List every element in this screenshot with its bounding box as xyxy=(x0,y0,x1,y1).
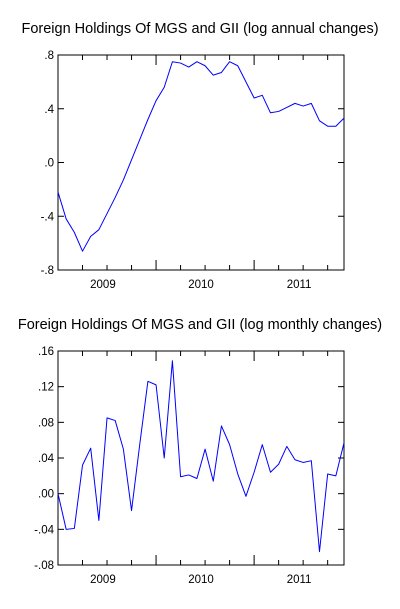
data-point xyxy=(98,520,99,521)
data-point xyxy=(311,460,312,461)
y-tick-label: .08 xyxy=(38,417,54,429)
data-point xyxy=(115,197,116,198)
data-point xyxy=(188,66,189,67)
y-tick-label: .8 xyxy=(44,50,54,62)
y-tick-label: .12 xyxy=(38,382,54,394)
data-point xyxy=(221,425,222,426)
data-point xyxy=(196,478,197,479)
data-point xyxy=(180,476,181,477)
x-tick-label: 2009 xyxy=(90,574,116,586)
data-point xyxy=(204,65,205,66)
data-point xyxy=(139,139,140,140)
x-tick-label: 2010 xyxy=(188,574,214,586)
data-point xyxy=(221,72,222,73)
data-point xyxy=(319,120,320,121)
data-point xyxy=(147,119,148,120)
data-point xyxy=(90,236,91,237)
data-point xyxy=(335,475,336,476)
y-tick-label: -.04 xyxy=(34,524,54,536)
data-point xyxy=(90,448,91,449)
data-point xyxy=(131,510,132,511)
data-point xyxy=(270,112,271,113)
data-point xyxy=(82,465,83,466)
chart-title-annual: Foreign Holdings Of MGS and GII (log ann… xyxy=(21,21,379,37)
x-tick-label: 2010 xyxy=(188,279,214,291)
data-point xyxy=(204,448,205,449)
data-point xyxy=(343,442,344,443)
data-point xyxy=(172,360,173,361)
y-tick-label: .00 xyxy=(38,489,54,501)
data-point xyxy=(303,105,304,106)
data-point xyxy=(245,81,246,82)
data-point xyxy=(229,61,230,62)
data-point xyxy=(196,61,197,62)
data-point xyxy=(57,493,58,494)
chart-title-monthly: Foreign Holdings Of MGS and GII (log mon… xyxy=(17,317,383,333)
data-point xyxy=(123,179,124,180)
data-point xyxy=(311,103,312,104)
series-line-0-0 xyxy=(57,61,345,252)
data-point xyxy=(294,459,295,460)
data-point xyxy=(245,496,246,497)
data-point xyxy=(164,457,165,458)
data-point xyxy=(237,65,238,66)
data-point xyxy=(147,381,148,382)
data-point xyxy=(131,159,132,160)
data-point xyxy=(172,61,173,62)
data-point xyxy=(155,384,156,385)
data-point xyxy=(229,444,230,445)
data-point xyxy=(180,62,181,63)
data-point xyxy=(123,448,124,449)
data-point xyxy=(66,218,67,219)
data-point xyxy=(115,420,116,421)
data-point xyxy=(262,444,263,445)
data-point xyxy=(294,103,295,104)
y-tick-label: .16 xyxy=(38,346,54,358)
plot-frame-0 xyxy=(57,54,345,271)
data-point xyxy=(254,97,255,98)
data-point xyxy=(270,472,271,473)
y-tick-label: .04 xyxy=(38,453,55,465)
data-point xyxy=(139,444,140,445)
data-point xyxy=(335,126,336,127)
data-point xyxy=(278,464,279,465)
data-point xyxy=(254,472,255,473)
y-tick-label: -.4 xyxy=(41,211,55,223)
x-tick-label: 2011 xyxy=(287,574,312,586)
y-tick-label: .0 xyxy=(44,158,54,170)
data-point xyxy=(286,446,287,447)
data-point xyxy=(155,100,156,101)
data-point xyxy=(237,473,238,474)
data-point xyxy=(74,232,75,233)
x-tick-label: 2009 xyxy=(90,279,116,291)
y-tick-label: -.8 xyxy=(41,265,54,277)
data-point xyxy=(213,481,214,482)
data-point xyxy=(327,126,328,127)
data-point xyxy=(319,551,320,552)
x-tick-label: 2011 xyxy=(287,279,312,291)
data-point xyxy=(188,474,189,475)
data-point xyxy=(303,462,304,463)
data-point xyxy=(343,118,344,119)
data-point xyxy=(213,75,214,76)
data-point xyxy=(286,107,287,108)
y-tick-label: .4 xyxy=(44,104,54,116)
data-point xyxy=(327,473,328,474)
data-point xyxy=(66,529,67,530)
data-point xyxy=(106,213,107,214)
data-point xyxy=(278,111,279,112)
data-point xyxy=(74,528,75,529)
y-tick-label: -.08 xyxy=(34,560,54,572)
series-line-1-0 xyxy=(57,360,345,553)
data-point xyxy=(82,251,83,252)
data-point xyxy=(106,417,107,418)
data-point xyxy=(262,95,263,96)
data-point xyxy=(164,87,165,88)
data-point xyxy=(57,191,58,192)
data-point xyxy=(98,229,99,230)
plot-frame-1 xyxy=(57,350,345,566)
